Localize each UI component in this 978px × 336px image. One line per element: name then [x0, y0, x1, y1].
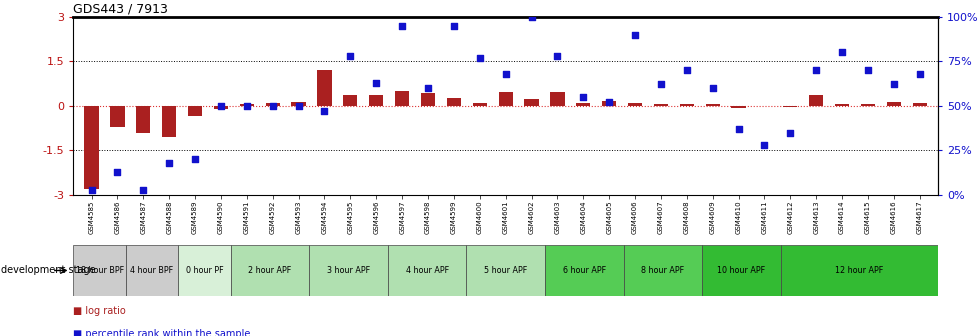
- Bar: [265, 103, 280, 106]
- Point: [420, 85, 435, 91]
- Bar: [757, 106, 771, 107]
- Bar: [317, 70, 332, 106]
- Point: [265, 103, 281, 109]
- Text: 2 hour APF: 2 hour APF: [248, 266, 291, 275]
- Point: [808, 68, 823, 73]
- Bar: [394, 91, 409, 106]
- Point: [213, 103, 229, 109]
- Bar: [860, 104, 874, 106]
- Text: 3 hour APF: 3 hour APF: [327, 266, 370, 275]
- Bar: [446, 97, 461, 106]
- Text: ■ percentile rank within the sample: ■ percentile rank within the sample: [73, 329, 250, 336]
- Bar: [178, 245, 231, 296]
- Text: 8 hour APF: 8 hour APF: [641, 266, 684, 275]
- Point: [497, 71, 512, 77]
- Bar: [343, 95, 357, 106]
- Bar: [705, 104, 719, 106]
- Point: [110, 169, 125, 174]
- Point: [627, 32, 643, 37]
- Bar: [309, 245, 387, 296]
- Point: [161, 160, 177, 166]
- Point: [394, 23, 410, 29]
- Bar: [369, 94, 383, 106]
- Point: [781, 130, 797, 135]
- Text: 10 hour APF: 10 hour APF: [717, 266, 765, 275]
- Point: [549, 53, 564, 59]
- Point: [316, 109, 332, 114]
- Text: 0 hour PF: 0 hour PF: [186, 266, 223, 275]
- Bar: [73, 245, 126, 296]
- Bar: [782, 106, 797, 107]
- Point: [911, 71, 926, 77]
- Bar: [779, 245, 937, 296]
- Bar: [84, 106, 99, 189]
- Point: [730, 126, 745, 132]
- Bar: [576, 103, 590, 106]
- Bar: [111, 106, 124, 127]
- Text: 6 hour APF: 6 hour APF: [562, 266, 605, 275]
- Bar: [627, 103, 642, 106]
- Point: [756, 142, 772, 148]
- Bar: [188, 106, 202, 116]
- Point: [600, 99, 616, 105]
- Point: [652, 82, 668, 87]
- Bar: [213, 106, 228, 110]
- Point: [679, 68, 694, 73]
- Point: [342, 53, 358, 59]
- Text: ■ log ratio: ■ log ratio: [73, 306, 126, 316]
- Point: [187, 157, 202, 162]
- Bar: [834, 104, 848, 106]
- Point: [290, 103, 306, 109]
- Text: 4 hour APF: 4 hour APF: [405, 266, 448, 275]
- Bar: [545, 245, 623, 296]
- Text: 12 hour APF: 12 hour APF: [834, 266, 882, 275]
- Point: [885, 82, 901, 87]
- Bar: [550, 92, 564, 106]
- Point: [471, 55, 487, 60]
- Point: [135, 187, 151, 192]
- Bar: [162, 106, 176, 137]
- Bar: [421, 93, 434, 106]
- Text: 5 hour APF: 5 hour APF: [483, 266, 527, 275]
- Point: [575, 94, 591, 99]
- Point: [239, 103, 254, 109]
- Point: [860, 68, 875, 73]
- Bar: [126, 245, 178, 296]
- Text: GDS443 / 7913: GDS443 / 7913: [73, 3, 168, 16]
- Point: [704, 85, 720, 91]
- Bar: [808, 94, 822, 106]
- Bar: [731, 106, 745, 108]
- Point: [833, 50, 849, 55]
- Bar: [701, 245, 779, 296]
- Point: [446, 23, 462, 29]
- Bar: [601, 101, 616, 106]
- Bar: [679, 104, 693, 106]
- Bar: [231, 245, 309, 296]
- Bar: [524, 99, 538, 106]
- Bar: [911, 103, 926, 106]
- Bar: [472, 103, 486, 106]
- Point: [523, 14, 539, 19]
- Point: [84, 187, 100, 192]
- Bar: [886, 102, 900, 106]
- Text: 18 hour BPF: 18 hour BPF: [75, 266, 123, 275]
- Bar: [498, 92, 512, 106]
- Bar: [240, 104, 253, 106]
- Text: 4 hour BPF: 4 hour BPF: [130, 266, 173, 275]
- Bar: [387, 245, 466, 296]
- Bar: [136, 106, 151, 132]
- Point: [368, 80, 383, 85]
- Bar: [291, 102, 305, 106]
- Bar: [653, 104, 667, 106]
- Bar: [623, 245, 701, 296]
- Bar: [466, 245, 545, 296]
- Text: development stage: development stage: [1, 265, 96, 276]
